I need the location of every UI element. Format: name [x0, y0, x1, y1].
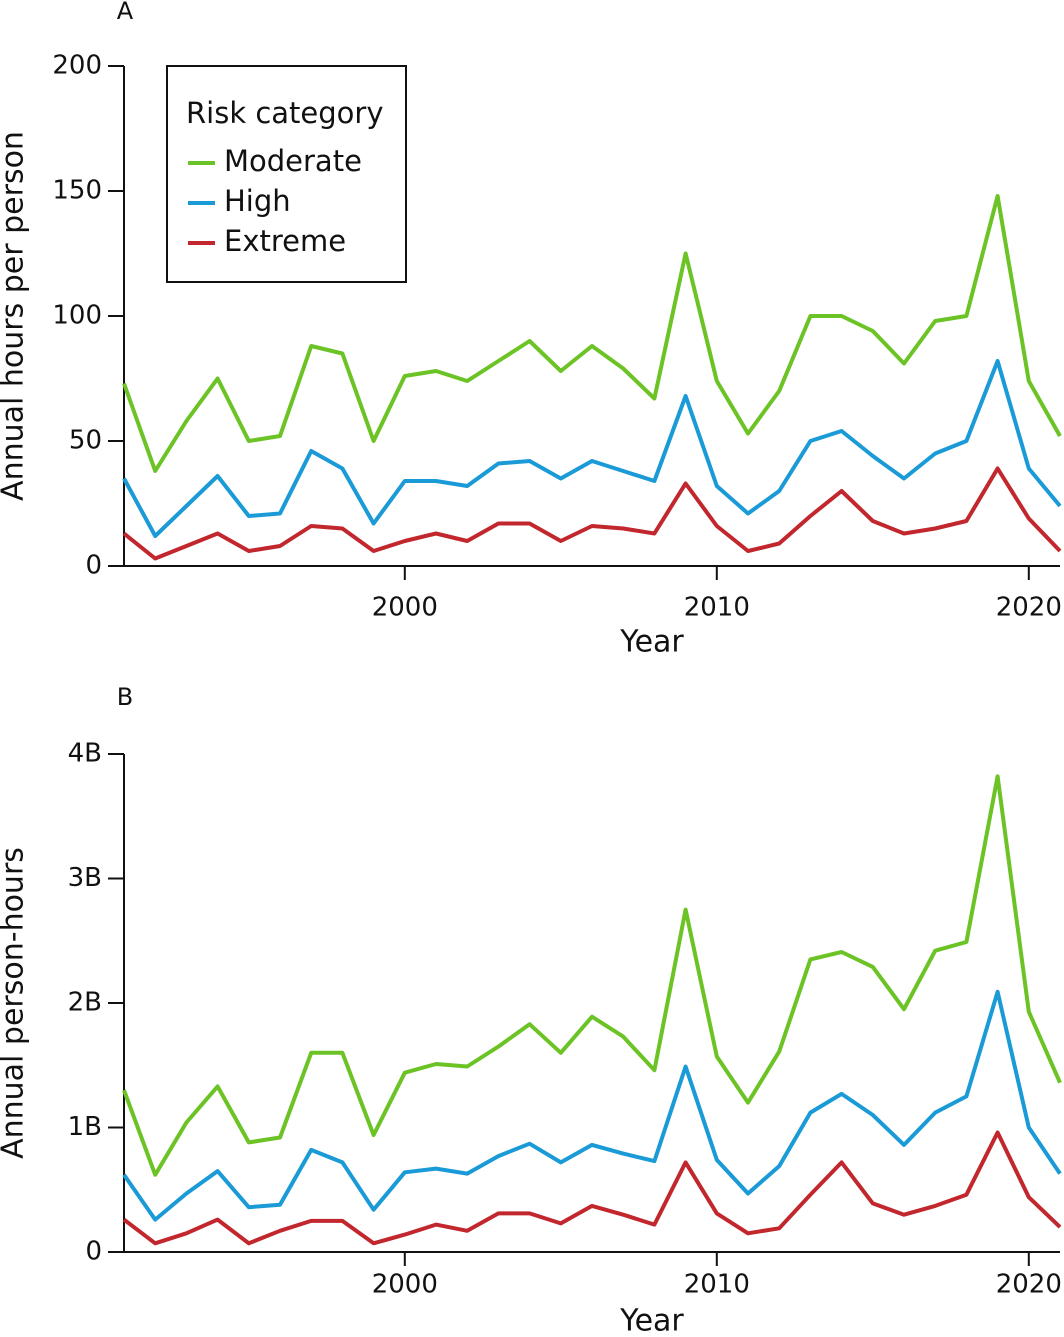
y-tick-label: 200 — [52, 51, 102, 81]
x-tick-label: 2020 — [996, 1270, 1062, 1300]
legend-label: Moderate — [224, 144, 362, 178]
series-line — [122, 466, 1062, 561]
panel-label: A — [117, 0, 134, 25]
legend-box — [166, 65, 407, 283]
x-tick-label: 2010 — [684, 593, 750, 623]
y-tick-label: 3B — [68, 863, 102, 893]
series-line — [122, 359, 1062, 538]
x-tick-label: 2000 — [372, 593, 438, 623]
legend-title: Risk category — [186, 96, 384, 130]
legend-label: High — [224, 184, 291, 218]
y-axis-title: Annual person-hours — [0, 847, 31, 1159]
y-tick-label: 150 — [52, 176, 102, 206]
series-line — [122, 1130, 1062, 1246]
y-tick-label: 0 — [85, 551, 102, 581]
x-tick-label: 2000 — [372, 1270, 438, 1300]
y-tick-label: 1B — [68, 1112, 102, 1142]
y-tick-label: 0 — [85, 1237, 102, 1267]
x-axis-title: Year — [619, 1304, 684, 1337]
series-line — [122, 989, 1062, 1222]
y-tick-label: 4B — [68, 739, 102, 769]
y-tick-label: 2B — [68, 988, 102, 1018]
series-line — [122, 194, 1062, 473]
y-axis-title: Annual hours per person — [0, 131, 31, 501]
x-axis-title: Year — [619, 625, 684, 660]
panel-label: B — [117, 683, 133, 711]
x-tick-label: 2010 — [684, 1270, 750, 1300]
y-tick-label: 50 — [69, 426, 102, 456]
x-tick-label: 2020 — [996, 593, 1062, 623]
series-line — [122, 774, 1062, 1177]
y-tick-label: 100 — [52, 301, 102, 331]
legend-label: Extreme — [224, 224, 346, 258]
